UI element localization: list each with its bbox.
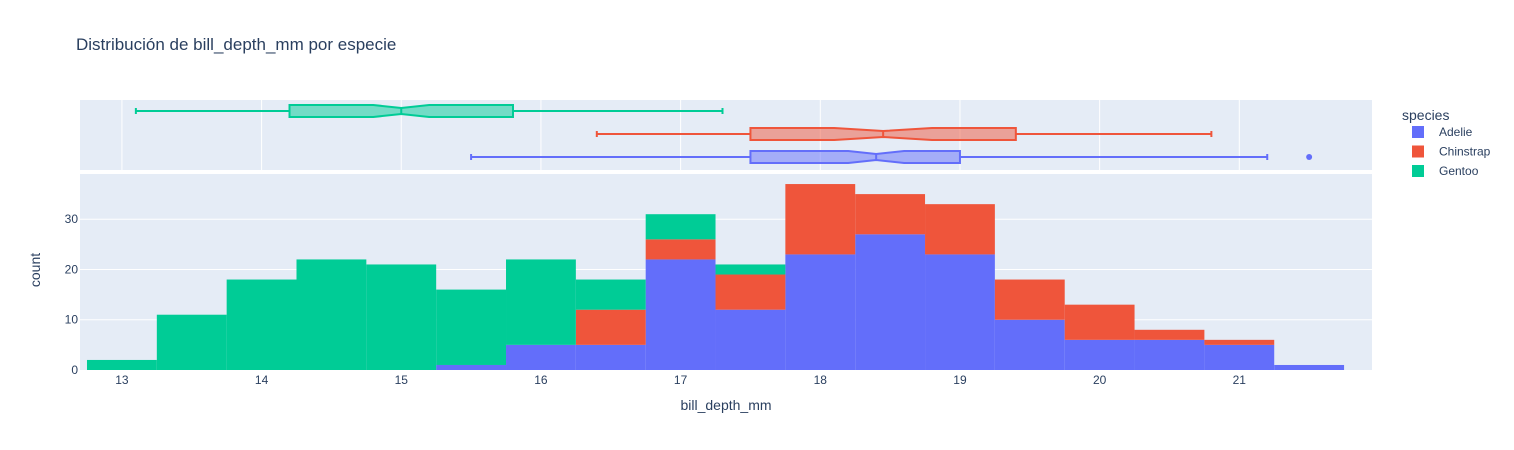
x-tick-label: 20 [1093, 373, 1107, 387]
y-tick-label: 10 [65, 313, 79, 327]
bar-gentoo [86, 359, 157, 370]
bar-chinstrap [994, 279, 1065, 320]
bar-adelie [645, 259, 716, 370]
bar-gentoo [366, 264, 437, 370]
bar-chinstrap [785, 184, 856, 255]
x-tick-label: 14 [255, 373, 269, 387]
bar-chinstrap [1064, 304, 1135, 340]
y-tick-label: 30 [65, 212, 79, 226]
bar-adelie [1204, 344, 1275, 370]
bar-adelie [994, 319, 1065, 370]
bar-adelie [1064, 339, 1135, 370]
bar-chinstrap [645, 239, 716, 260]
outlier-point [1306, 154, 1313, 160]
legend-label: Adelie [1439, 125, 1473, 139]
bar-gentoo [436, 289, 507, 365]
x-axis-ticks: 13 14 15 16 17 18 19 20 21 [115, 373, 1246, 387]
legend-swatch [1412, 165, 1424, 177]
legend-swatch [1412, 126, 1424, 138]
chart-title: Distribución de bill_depth_mm por especi… [76, 35, 396, 54]
bar-adelie [506, 344, 576, 370]
boxplots [134, 104, 1313, 164]
bar-gentoo [645, 214, 716, 240]
x-tick-label: 19 [953, 373, 967, 387]
boxplot-chinstrap [595, 127, 1213, 141]
y-tick-label: 0 [71, 363, 78, 377]
bar-adelie [715, 309, 786, 370]
y-tick-label: 20 [65, 262, 79, 276]
x-tick-label: 21 [1233, 373, 1247, 387]
bar-adelie [1134, 339, 1205, 370]
histogram-bars [86, 184, 1345, 370]
legend-item-adelie[interactable]: Adelie [1412, 125, 1473, 139]
legend-item-chinstrap[interactable]: Chinstrap [1412, 145, 1491, 159]
x-axis-label: bill_depth_mm [680, 397, 771, 413]
bar-chinstrap [1134, 329, 1205, 340]
bar-gentoo [715, 264, 786, 275]
boxplot-adelie [470, 150, 1313, 164]
bar-gentoo [156, 314, 227, 370]
bar-adelie [785, 254, 856, 370]
boxplot-gentoo [134, 104, 724, 118]
bar-chinstrap [855, 194, 926, 235]
y-axis-ticks: 0 10 20 30 [65, 212, 79, 377]
bar-adelie [855, 234, 926, 370]
bar-adelie [1274, 364, 1345, 370]
bar-gentoo [575, 279, 646, 310]
bar-gentoo [296, 259, 367, 370]
bar-chinstrap [575, 309, 646, 345]
bar-gentoo [506, 259, 576, 345]
legend[interactable]: species Adelie Chinstrap Gentoo [1402, 107, 1491, 178]
legend-label: Chinstrap [1439, 145, 1491, 159]
legend-item-gentoo[interactable]: Gentoo [1412, 164, 1479, 178]
legend-title: species [1402, 107, 1449, 123]
bar-chinstrap [715, 274, 786, 310]
box [749, 150, 961, 164]
x-tick-label: 13 [115, 373, 129, 387]
bar-adelie [925, 254, 995, 370]
bar-adelie [436, 364, 507, 370]
x-tick-label: 16 [534, 373, 548, 387]
bar-adelie [575, 344, 646, 370]
x-tick-label: 15 [395, 373, 409, 387]
bar-chinstrap [1204, 339, 1275, 345]
legend-label: Gentoo [1439, 164, 1479, 178]
legend-swatch [1412, 145, 1424, 158]
x-tick-label: 18 [814, 373, 828, 387]
x-tick-label: 17 [674, 373, 688, 387]
bar-chinstrap [925, 204, 995, 255]
bar-gentoo [226, 279, 297, 370]
y-axis-label: count [27, 253, 43, 287]
